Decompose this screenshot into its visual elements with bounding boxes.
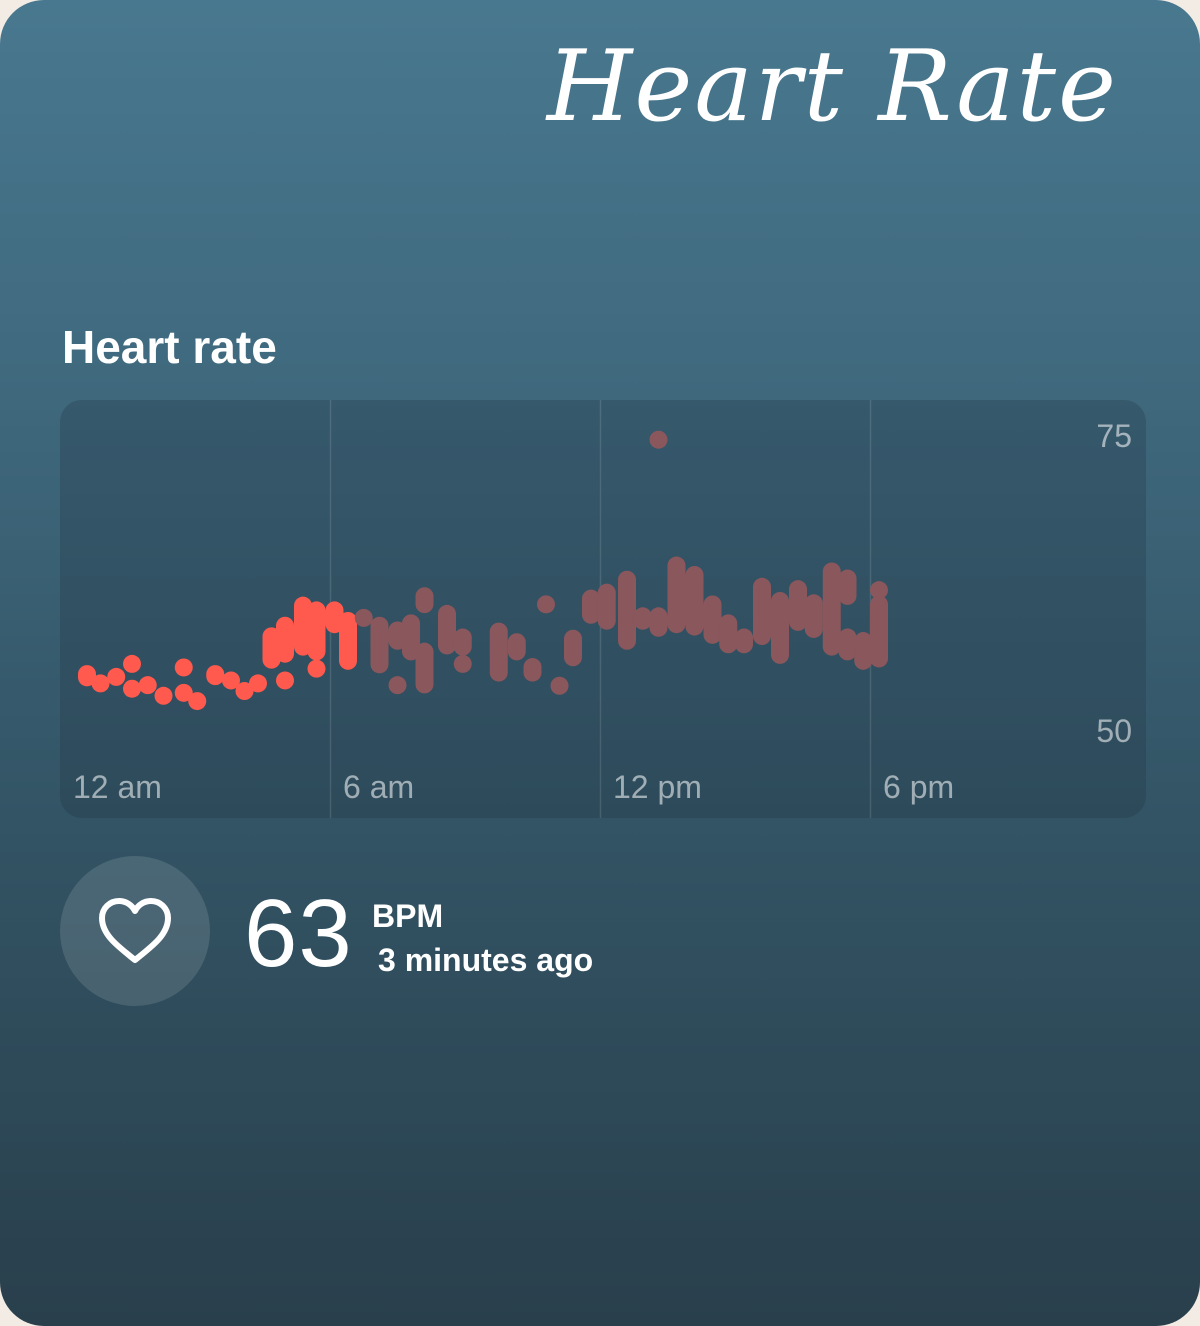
data-bar [438, 604, 456, 655]
data-bar [838, 569, 857, 605]
x-tick-label: 12 am [73, 769, 162, 805]
data-bar [523, 658, 542, 682]
data-bar [276, 671, 294, 690]
data-bar [822, 562, 841, 635]
data-bar [685, 565, 704, 636]
data-bar [415, 587, 434, 614]
data-bar [789, 580, 807, 631]
bpm-unit: BPM [372, 898, 444, 934]
data-bar [276, 616, 294, 663]
data-bar [307, 601, 326, 661]
heart-button[interactable] [60, 856, 210, 1006]
data-bar [415, 642, 434, 694]
data-bar [370, 616, 389, 674]
current-reading: 63 BPM 3 minutes ago [60, 856, 760, 1006]
data-bar [78, 665, 96, 687]
data-bar [174, 658, 193, 677]
data-bar [597, 583, 616, 630]
bpm-value: 63 [244, 880, 353, 987]
heart-rate-chart[interactable]: 12 am 6 am 12 pm 6 pm 75 50 [60, 400, 1146, 818]
data-bar [388, 676, 407, 695]
data-bar [870, 581, 888, 600]
chart-svg: 12 am 6 am 12 pm 6 pm 75 50 [73, 400, 1132, 818]
data-bar [735, 628, 753, 654]
data-bar [453, 628, 472, 656]
data-bar [235, 682, 254, 701]
data-bar [618, 570, 636, 650]
data-bar [804, 594, 823, 638]
y-tick-label: 50 [1096, 713, 1132, 749]
data-bar [703, 595, 722, 644]
data-bar [854, 632, 873, 670]
data-bar [870, 595, 888, 668]
data-bar [633, 607, 652, 630]
data-bar [564, 629, 582, 667]
x-tick-label: 6 am [343, 769, 414, 805]
data-bar [307, 659, 326, 678]
data-bar [91, 674, 110, 693]
y-tick-label: 75 [1096, 418, 1132, 454]
data-bar [107, 667, 126, 686]
heart-icon [99, 898, 171, 963]
data-bar [138, 676, 157, 695]
x-tick-label: 6 pm [883, 769, 954, 805]
data-bar [453, 654, 472, 673]
data-bar [507, 633, 526, 661]
page-title: Heart Rate [546, 30, 1118, 144]
data-bar [838, 628, 857, 661]
data-bar [174, 683, 193, 702]
data-bar [402, 614, 420, 661]
x-tick-label: 12 pm [613, 769, 702, 805]
data-bar [771, 591, 789, 664]
data-bar [154, 686, 173, 705]
data-bar [123, 654, 141, 673]
data-bar [649, 607, 668, 637]
data-bar [649, 430, 668, 449]
data-bar [719, 614, 738, 654]
section-title: Heart rate [62, 321, 277, 373]
data-bar [489, 622, 508, 682]
data-bar [354, 608, 373, 627]
data-bar [222, 671, 240, 690]
data-bar [249, 674, 267, 693]
reading-time: 3 minutes ago [378, 942, 594, 978]
data-bar [667, 556, 686, 634]
data-bar [537, 595, 555, 614]
data-bar [582, 589, 600, 624]
data-bar [822, 619, 841, 656]
data-bar [123, 679, 141, 698]
data-bar [206, 665, 225, 686]
data-bar [753, 577, 771, 646]
data-bar [188, 692, 207, 711]
data-bar [339, 612, 357, 670]
data-bar [550, 676, 569, 695]
